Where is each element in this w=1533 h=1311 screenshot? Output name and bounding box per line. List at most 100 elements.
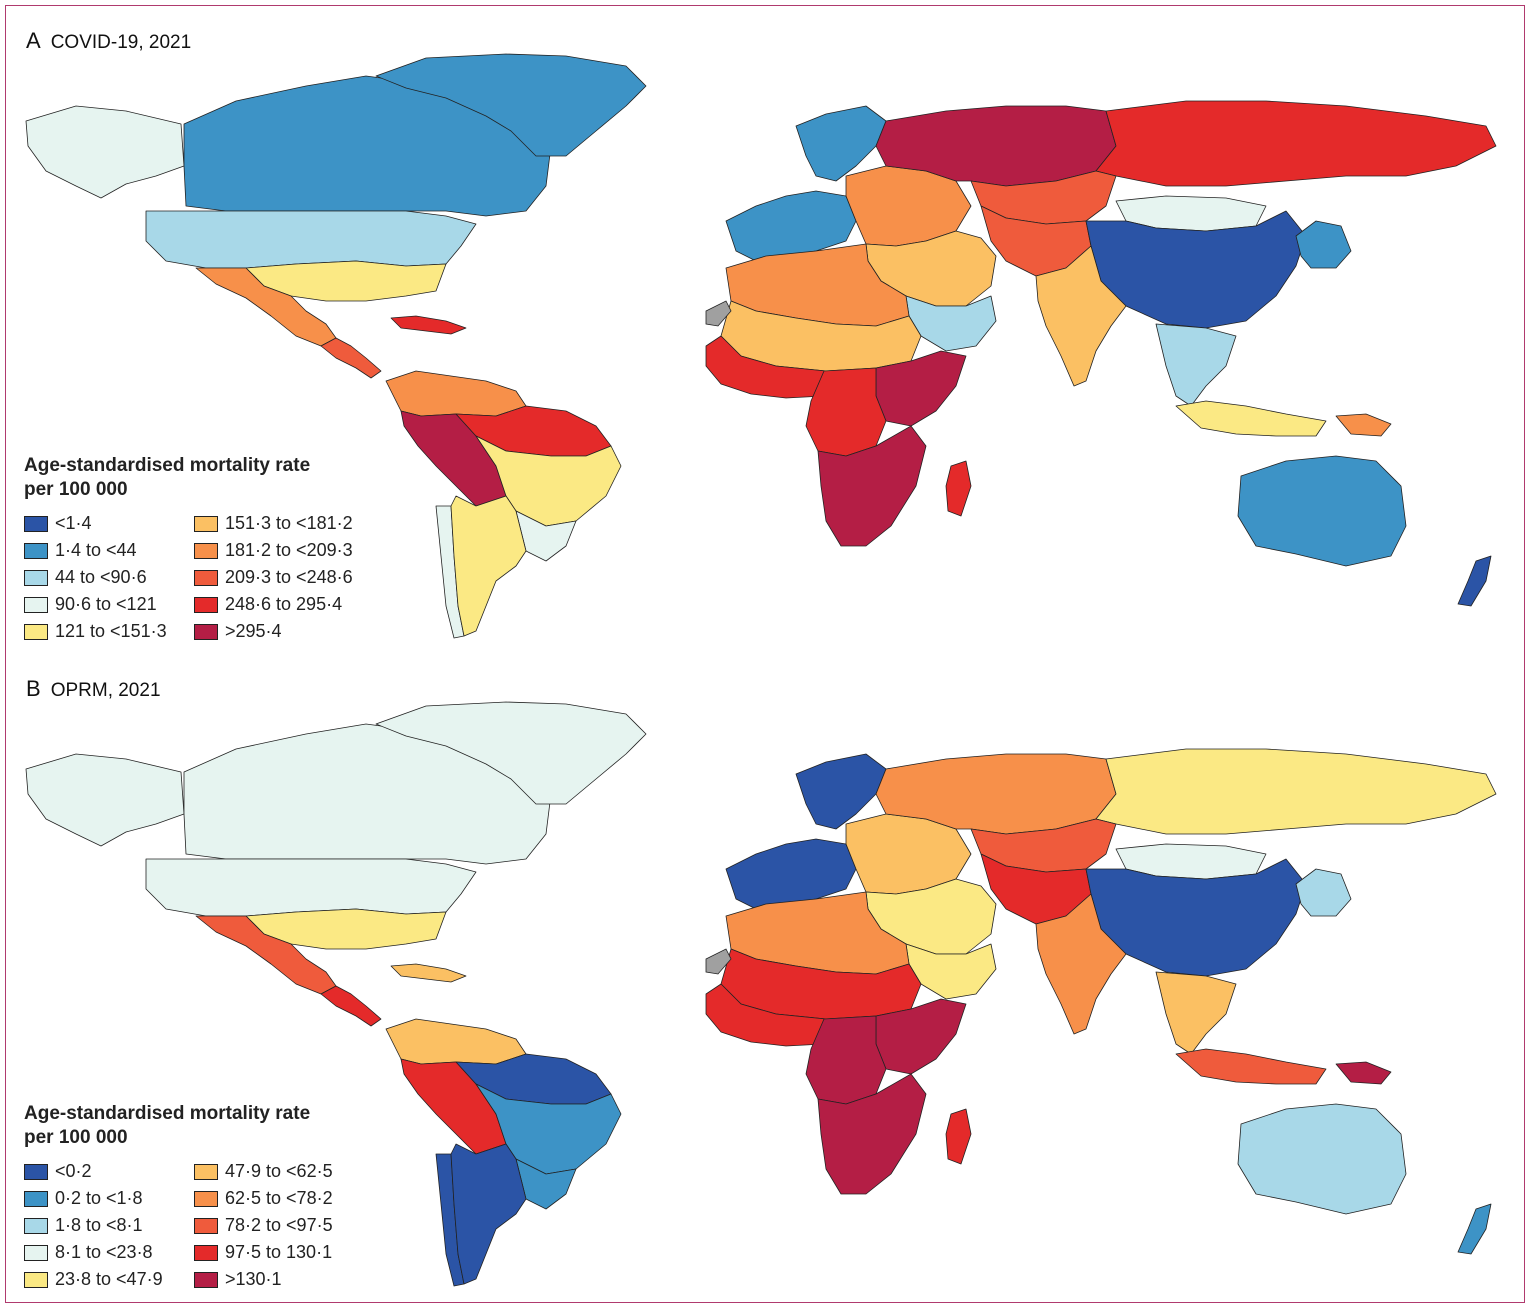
region-russia-east <box>1095 748 1497 835</box>
region-argentina <box>450 1143 527 1285</box>
world-map-b <box>25 701 1497 1287</box>
region-southern-africa <box>817 1073 927 1195</box>
legend-a-item: 44 to <90·6 <box>24 564 194 591</box>
legend-b-items: <0·2 0·2 to <1·8 1·8 to <8·1 8·1 to <23·… <box>24 1158 444 1293</box>
region-australia <box>1237 455 1407 567</box>
region-japan-korea <box>1295 220 1352 269</box>
region-indonesia <box>1175 1048 1327 1085</box>
region-greenland <box>375 53 647 157</box>
region-southern-africa <box>817 425 927 547</box>
legend-swatch <box>194 515 218 532</box>
legend-swatch <box>24 1244 48 1261</box>
region-scandinavia <box>795 105 887 182</box>
region-southeast-asia <box>1155 323 1237 407</box>
region-png <box>1335 1061 1392 1085</box>
legend-label: 23·8 to <47·9 <box>55 1269 163 1289</box>
region-central-america <box>320 337 382 379</box>
region-australia <box>1237 1103 1407 1215</box>
region-russia-east <box>1095 100 1497 187</box>
legend-swatch <box>194 596 218 613</box>
region-no-data <box>705 948 732 975</box>
legend-swatch <box>24 515 48 532</box>
legend-label: 181·2 to <209·3 <box>225 540 353 560</box>
region-no-data <box>705 300 732 327</box>
legend-a-item: <1·4 <box>24 510 194 537</box>
world-map-a <box>25 53 1497 639</box>
legend-a-item: 1·4 to <44 <box>24 537 194 564</box>
region-madagascar <box>945 460 972 517</box>
legend-label: <0·2 <box>55 1161 92 1181</box>
legend-label: <1·4 <box>55 513 92 533</box>
legend-b-title: Age-standardised mortality rate per 100 … <box>24 1102 444 1150</box>
region-japan-korea <box>1295 868 1352 917</box>
legend-a-item: 209·3 to <248·6 <box>194 564 384 591</box>
region-alaska <box>25 753 185 847</box>
legend-label: >295·4 <box>225 621 282 641</box>
region-greenland <box>375 701 647 805</box>
legend-swatch <box>24 1190 48 1207</box>
region-western-europe <box>725 838 857 910</box>
region-argentina <box>450 495 527 637</box>
legend-b-item: 97·5 to 130·1 <box>194 1239 384 1266</box>
legend-b-item: 47·9 to <62·5 <box>194 1158 384 1185</box>
region-new-zealand <box>1457 555 1492 607</box>
region-western-europe <box>725 190 857 262</box>
legend-a-item: 181·2 to <209·3 <box>194 537 384 564</box>
legend-a-title-line1: Age-standardised mortality rate <box>24 455 311 476</box>
legend-a-item: 248·6 to 295·4 <box>194 591 384 618</box>
legend-swatch <box>24 623 48 640</box>
legend-swatch <box>24 596 48 613</box>
legend-a-title: Age-standardised mortality rate per 100 … <box>24 454 444 502</box>
figure-frame: A COVID-19, 2021 Age-standardised mortali… <box>5 5 1525 1303</box>
legend-label: 8·1 to <23·8 <box>55 1242 153 1262</box>
legend-label: 1·8 to <8·1 <box>55 1215 143 1235</box>
legend-b-title-line1: Age-standardised mortality rate <box>24 1103 311 1124</box>
legend-b-item: 1·8 to <8·1 <box>24 1212 194 1239</box>
legend-b-item: 78·2 to <97·5 <box>194 1212 384 1239</box>
legend-label: 151·3 to <181·2 <box>225 513 353 533</box>
legend-label: 47·9 to <62·5 <box>225 1161 333 1181</box>
region-india <box>1035 245 1127 387</box>
legend-swatch <box>194 623 218 640</box>
legend-b-item: 8·1 to <23·8 <box>24 1239 194 1266</box>
region-usa <box>145 858 477 917</box>
legend-b-item: 0·2 to <1·8 <box>24 1185 194 1212</box>
legend-swatch <box>194 542 218 559</box>
legend-a-item: 151·3 to <181·2 <box>194 510 384 537</box>
legend-label: 44 to <90·6 <box>55 567 147 587</box>
legend-swatch <box>24 542 48 559</box>
legend-swatch <box>194 1190 218 1207</box>
region-madagascar <box>945 1108 972 1165</box>
legend-swatch <box>24 1271 48 1288</box>
legend-b-item: >130·1 <box>194 1266 384 1293</box>
region-caribbean <box>390 963 467 983</box>
region-india <box>1035 893 1127 1035</box>
panel-b: B OPRM, 2021 Age-standardised mortality r… <box>6 654 1526 1304</box>
region-indonesia <box>1175 400 1327 437</box>
legend-a-item: >295·4 <box>194 618 384 645</box>
legend-a-items: <1·4 1·4 to <44 44 to <90·6 90·6 to <121… <box>24 510 444 645</box>
legend-swatch <box>194 1271 218 1288</box>
region-southeast-asia <box>1155 971 1237 1055</box>
legend-b-item: 23·8 to <47·9 <box>24 1266 194 1293</box>
legend-label: 90·6 to <121 <box>55 594 157 614</box>
legend-b-item: <0·2 <box>24 1158 194 1185</box>
legend-a-item: 121 to <151·3 <box>24 618 194 645</box>
legend-swatch <box>24 1163 48 1180</box>
legend-swatch <box>24 569 48 586</box>
panel-b-title: B OPRM, 2021 <box>26 676 161 702</box>
region-scandinavia <box>795 753 887 830</box>
legend-label: 248·6 to 295·4 <box>225 594 343 614</box>
legend-label: 78·2 to <97·5 <box>225 1215 333 1235</box>
region-alaska <box>25 105 185 199</box>
panel-b-letter: B <box>26 676 41 701</box>
region-png <box>1335 413 1392 437</box>
legend-a-title-line2: per 100 000 <box>24 479 128 500</box>
legend-label: >130·1 <box>225 1269 282 1289</box>
legend-b-item: 62·5 to <78·2 <box>194 1185 384 1212</box>
legend-swatch <box>194 1244 218 1261</box>
panel-a: A COVID-19, 2021 Age-standardised mortali… <box>6 6 1526 656</box>
region-new-zealand <box>1457 1203 1492 1255</box>
legend-swatch <box>194 569 218 586</box>
legend-label: 0·2 to <1·8 <box>55 1188 143 1208</box>
